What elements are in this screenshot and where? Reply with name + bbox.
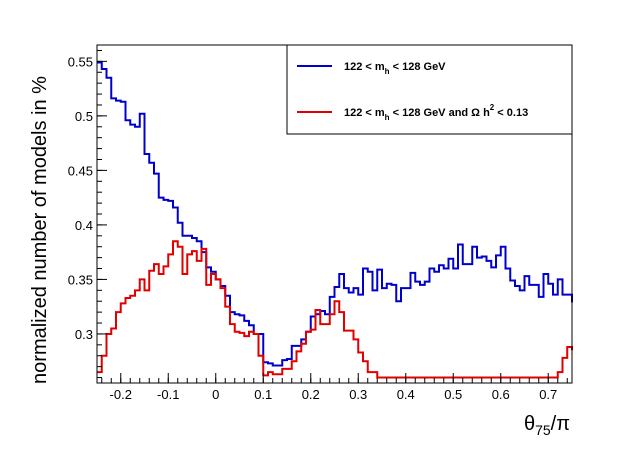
legend-label-2: 122 < mh < 128 GeV and Ω h2 < 0.13	[344, 103, 528, 122]
y-tick-label: 0.35	[68, 272, 93, 287]
y-tick-label: 0.5	[75, 109, 93, 124]
series-line-1	[97, 61, 573, 367]
legend-label-1: 122 < mh < 128 GeV	[344, 61, 446, 76]
x-tick-label: 0.5	[444, 387, 462, 402]
x-tick-label: 0.7	[539, 387, 557, 402]
x-axis-title-subscript: 75	[535, 422, 551, 438]
x-tick-label: 0.6	[492, 387, 510, 402]
x-axis-title-theta: θ	[524, 413, 535, 435]
series-layer	[97, 61, 573, 379]
x-tick-label: 0.3	[349, 387, 367, 402]
series-line-2	[97, 240, 573, 379]
y-tick-label: 0.4	[75, 218, 93, 233]
legend: 122 < mh < 128 GeV 122 < mh < 128 GeV and…	[286, 44, 573, 135]
x-tick-label: 0	[212, 387, 219, 402]
x-axis-title-over-pi: /π	[551, 413, 570, 435]
x-tick-label: -0.2	[110, 387, 132, 402]
axis-layer: -0.2 -0.1 0 0.1 0.2 0.3 0.4 0.5 0.6 0.7 0.3 0.35 0.4…	[68, 49, 568, 402]
y-tick-label: 0.3	[75, 327, 93, 342]
y-tick-label: 0.55	[68, 54, 93, 69]
legend-box	[286, 44, 573, 135]
x-axis-title: θ75/π	[524, 413, 570, 438]
y-axis-title: normalized number of models in %	[29, 76, 51, 384]
x-tick-label: 0.1	[254, 387, 272, 402]
x-tick-label: 0.4	[397, 387, 415, 402]
x-tick-label: -0.1	[157, 387, 179, 402]
y-tick-label: 0.45	[68, 163, 93, 178]
x-tick-label: 0.2	[302, 387, 320, 402]
